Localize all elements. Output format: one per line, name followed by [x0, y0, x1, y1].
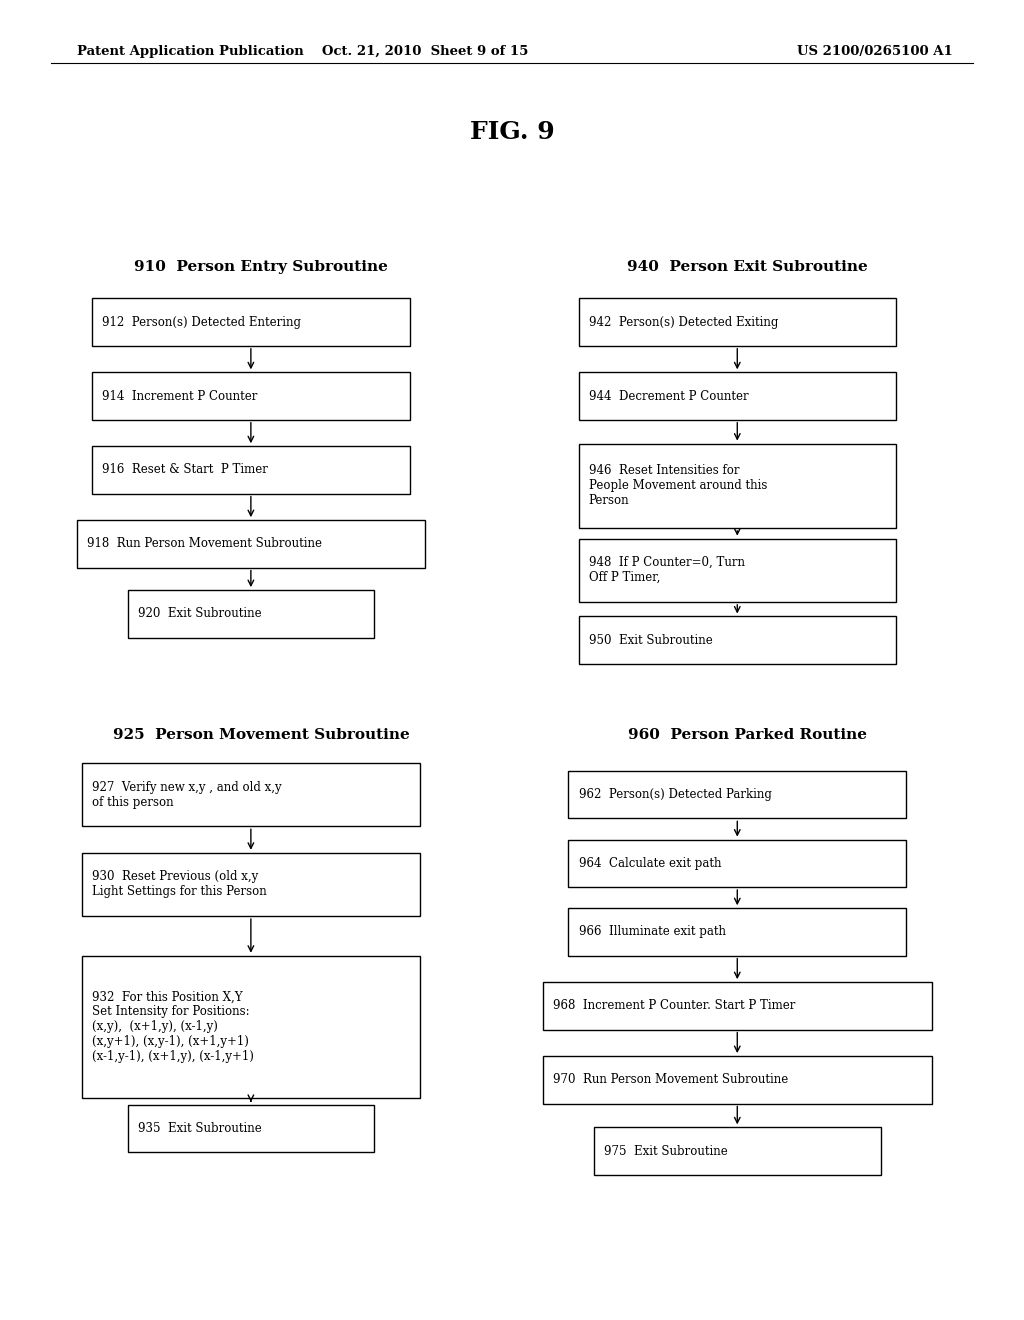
FancyBboxPatch shape	[568, 771, 906, 818]
Text: 935  Exit Subroutine: 935 Exit Subroutine	[138, 1122, 262, 1135]
FancyBboxPatch shape	[579, 372, 896, 420]
FancyBboxPatch shape	[543, 982, 932, 1030]
Text: 964  Calculate exit path: 964 Calculate exit path	[579, 857, 721, 870]
Text: 942  Person(s) Detected Exiting: 942 Person(s) Detected Exiting	[589, 315, 778, 329]
FancyBboxPatch shape	[579, 298, 896, 346]
Text: 916  Reset & Start  P Timer: 916 Reset & Start P Timer	[102, 463, 268, 477]
Text: 910  Person Entry Subroutine: 910 Person Entry Subroutine	[134, 260, 388, 273]
Text: Patent Application Publication: Patent Application Publication	[77, 45, 303, 58]
FancyBboxPatch shape	[568, 908, 906, 956]
Text: US 2100/0265100 A1: US 2100/0265100 A1	[797, 45, 952, 58]
FancyBboxPatch shape	[543, 1056, 932, 1104]
Text: Oct. 21, 2010  Sheet 9 of 15: Oct. 21, 2010 Sheet 9 of 15	[322, 45, 528, 58]
FancyBboxPatch shape	[82, 956, 420, 1098]
Text: 968  Increment P Counter. Start P Timer: 968 Increment P Counter. Start P Timer	[553, 999, 796, 1012]
FancyBboxPatch shape	[77, 520, 425, 568]
FancyBboxPatch shape	[568, 840, 906, 887]
FancyBboxPatch shape	[82, 853, 420, 916]
Text: 914  Increment P Counter: 914 Increment P Counter	[102, 389, 258, 403]
Text: 966  Illuminate exit path: 966 Illuminate exit path	[579, 925, 726, 939]
Text: FIG. 9: FIG. 9	[470, 120, 554, 144]
Text: 975  Exit Subroutine: 975 Exit Subroutine	[604, 1144, 728, 1158]
FancyBboxPatch shape	[579, 444, 896, 528]
Text: 920  Exit Subroutine: 920 Exit Subroutine	[138, 607, 262, 620]
Text: 940  Person Exit Subroutine: 940 Person Exit Subroutine	[627, 260, 868, 273]
FancyBboxPatch shape	[82, 763, 420, 826]
Text: 950  Exit Subroutine: 950 Exit Subroutine	[589, 634, 713, 647]
FancyBboxPatch shape	[128, 1105, 374, 1152]
Text: 930  Reset Previous (old x,y
Light Settings for this Person: 930 Reset Previous (old x,y Light Settin…	[92, 870, 267, 899]
Text: 960  Person Parked Routine: 960 Person Parked Routine	[628, 729, 867, 742]
Text: 918  Run Person Movement Subroutine: 918 Run Person Movement Subroutine	[87, 537, 322, 550]
Text: 962  Person(s) Detected Parking: 962 Person(s) Detected Parking	[579, 788, 771, 801]
Text: 912  Person(s) Detected Entering: 912 Person(s) Detected Entering	[102, 315, 301, 329]
FancyBboxPatch shape	[128, 590, 374, 638]
Text: 932  For this Position X,Y
Set Intensity for Positions:
(x,y),  (x+1,y), (x-1,y): 932 For this Position X,Y Set Intensity …	[92, 990, 254, 1064]
Text: 970  Run Person Movement Subroutine: 970 Run Person Movement Subroutine	[553, 1073, 788, 1086]
FancyBboxPatch shape	[92, 446, 410, 494]
Text: 946  Reset Intensities for
People Movement around this
Person: 946 Reset Intensities for People Movemen…	[589, 465, 767, 507]
Text: 948  If P Counter=0, Turn
Off P Timer,: 948 If P Counter=0, Turn Off P Timer,	[589, 556, 744, 585]
FancyBboxPatch shape	[92, 298, 410, 346]
FancyBboxPatch shape	[594, 1127, 881, 1175]
Text: 925  Person Movement Subroutine: 925 Person Movement Subroutine	[113, 729, 410, 742]
Text: 927  Verify new x,y , and old x,y
of this person: 927 Verify new x,y , and old x,y of this…	[92, 780, 282, 809]
FancyBboxPatch shape	[579, 616, 896, 664]
FancyBboxPatch shape	[92, 372, 410, 420]
FancyBboxPatch shape	[579, 539, 896, 602]
Text: 944  Decrement P Counter: 944 Decrement P Counter	[589, 389, 749, 403]
